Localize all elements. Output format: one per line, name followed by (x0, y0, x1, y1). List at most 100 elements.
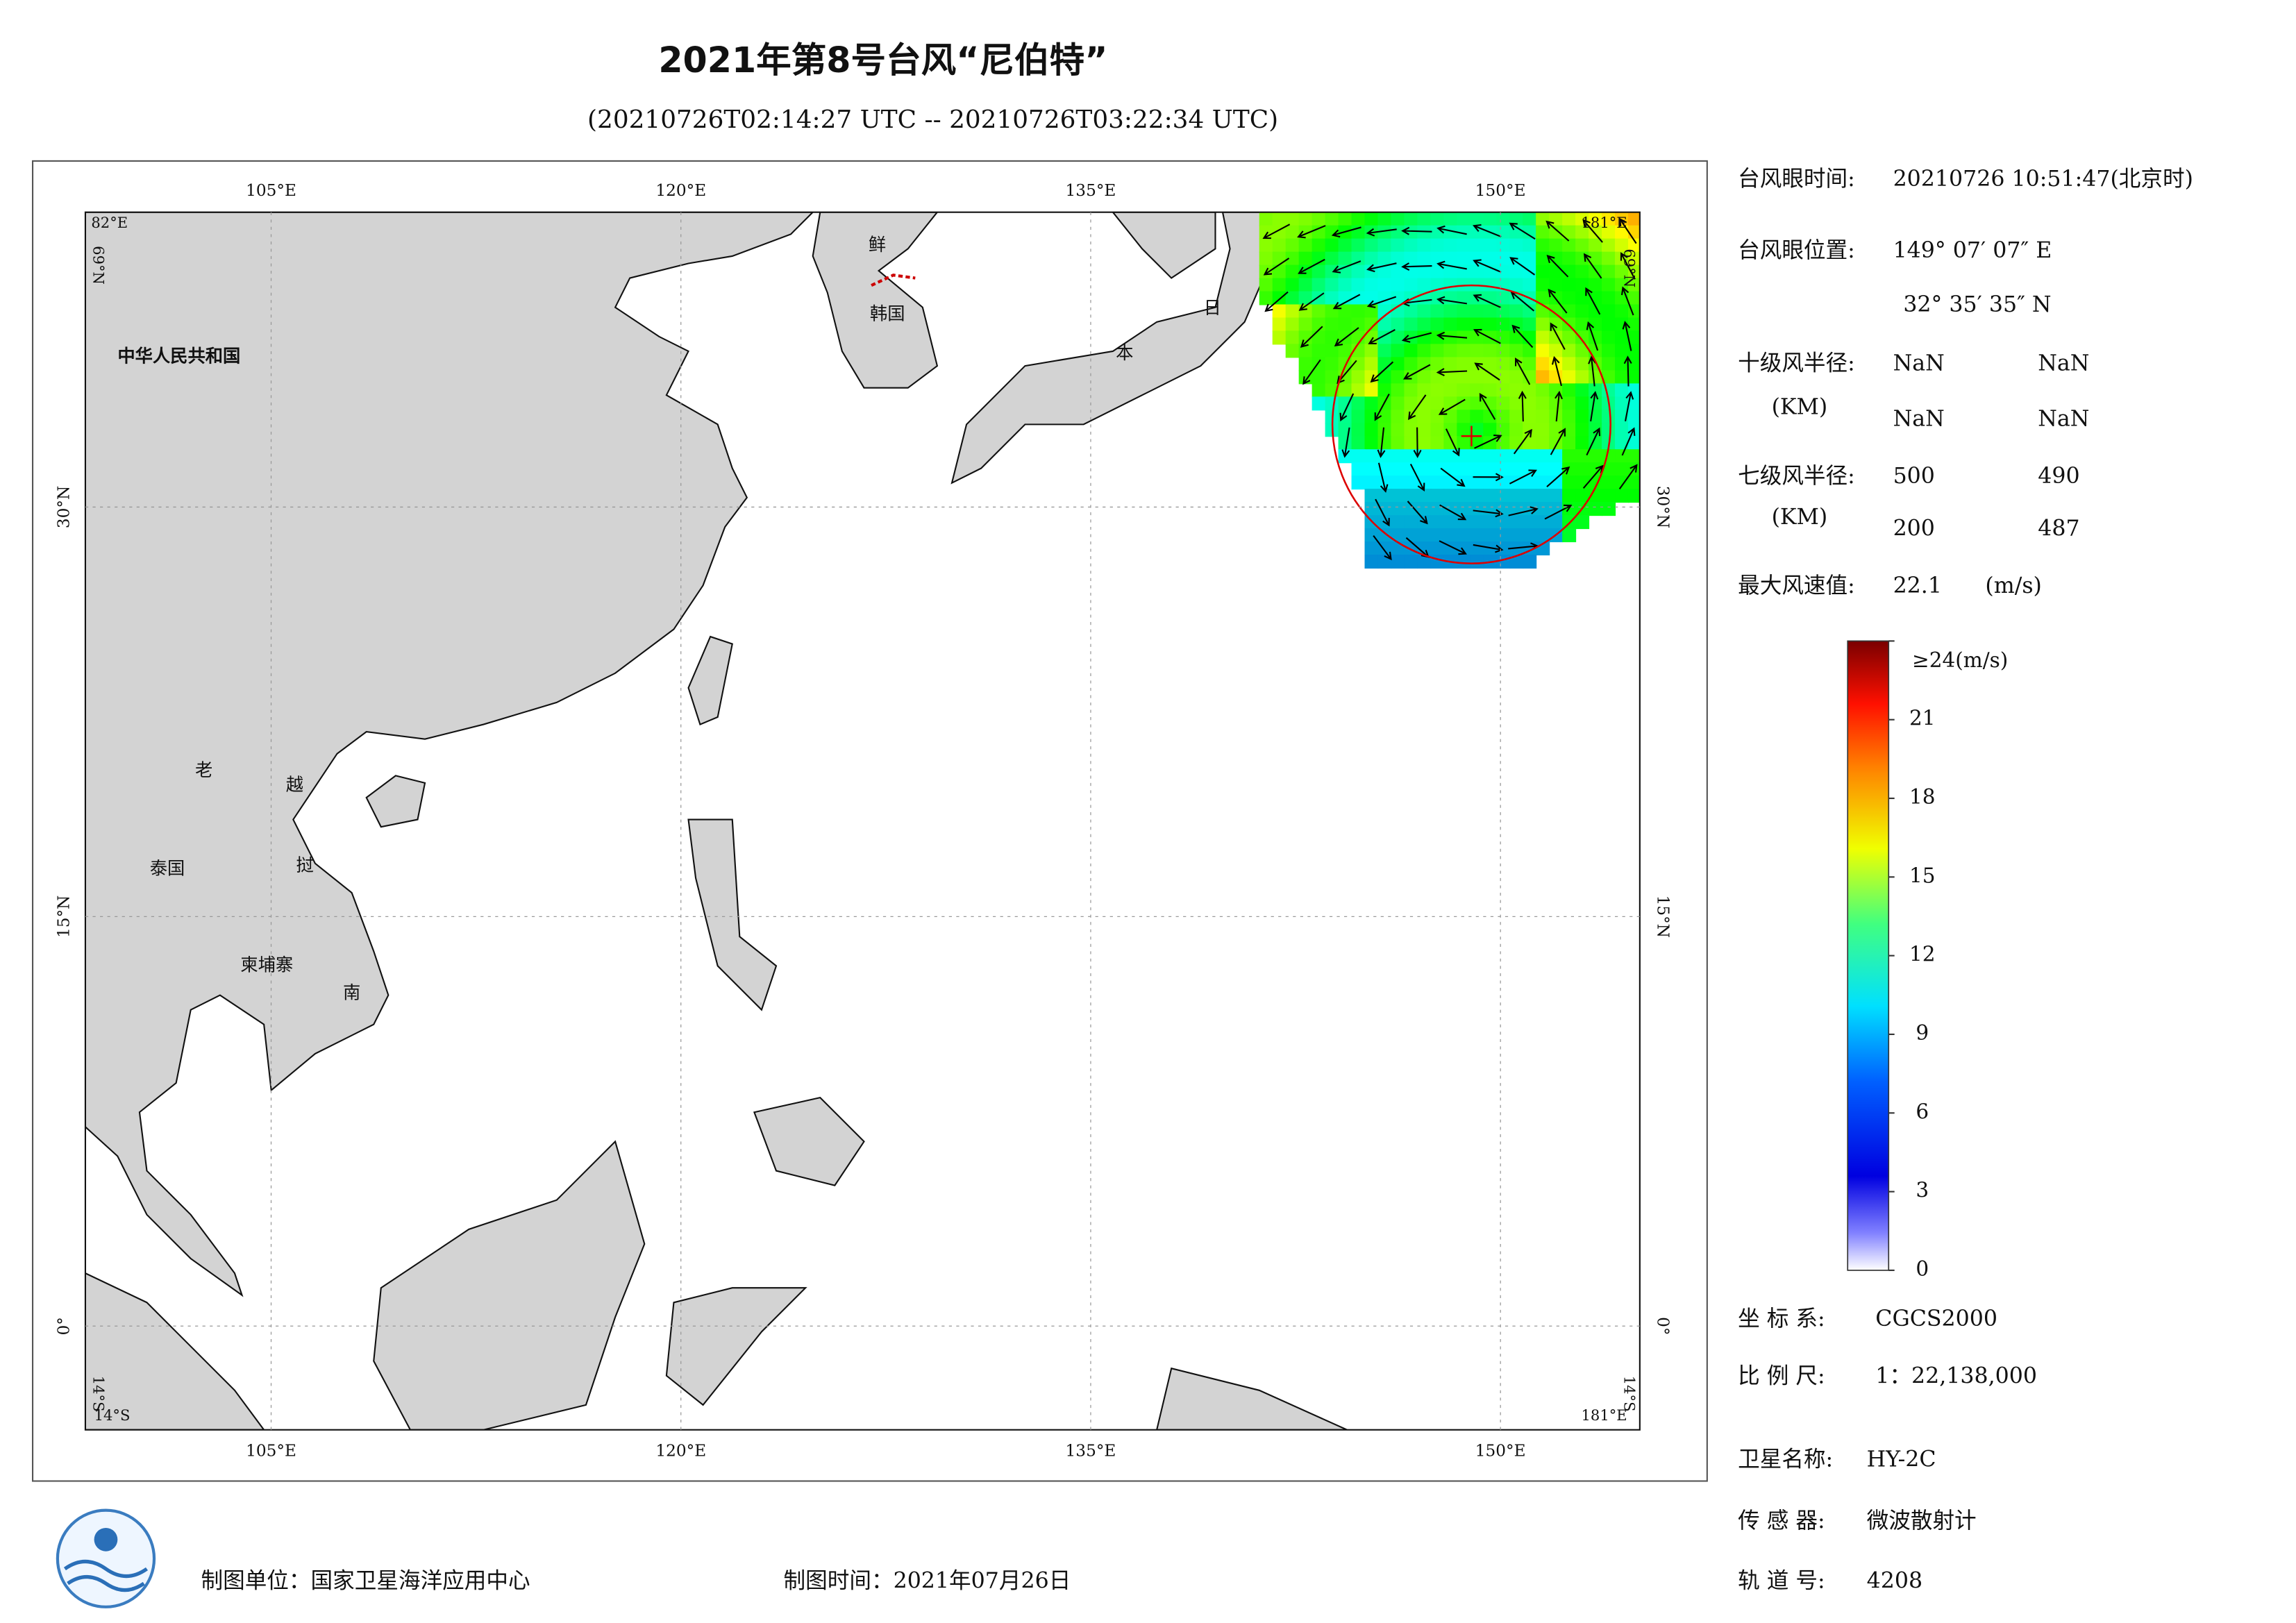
wind-cell (1483, 344, 1498, 358)
wind-cell (1298, 357, 1313, 371)
wind-cell (1430, 264, 1445, 279)
y-tick-label: 0° (1653, 1317, 1672, 1335)
wind-cell (1443, 291, 1458, 305)
land-korea (812, 212, 939, 389)
wind-cell (1536, 304, 1550, 319)
wind-cell (1443, 515, 1458, 530)
footer-time: 制图时间：2021年07月26日 (784, 1568, 1071, 1593)
wind-arrow (1551, 355, 1562, 387)
wind-arrow (1509, 469, 1537, 485)
wind-cell (1272, 251, 1287, 266)
wind-arrow (1582, 219, 1603, 243)
wind-cell (1443, 528, 1458, 543)
wind-cell (1602, 476, 1616, 490)
panel-value: NaN (1893, 407, 1945, 432)
wind-cell (1417, 264, 1432, 279)
map-axes: 105°E 105°E 120°E 120°E 135°E 135°E 150°E 150°E… (54, 181, 1672, 1460)
wind-cell (1509, 264, 1524, 279)
wind-arrow (1622, 321, 1632, 351)
panel-value: NaN (2038, 407, 2089, 432)
wind-cell (1562, 423, 1577, 437)
wind-cell (1509, 423, 1524, 437)
wind-cell (1391, 489, 1405, 503)
wind-cell (1351, 278, 1366, 292)
wind-cell (1338, 238, 1352, 253)
wind-cell (1470, 317, 1484, 332)
wind-cell (1285, 264, 1300, 279)
place-label: 柬埔寨 (240, 955, 293, 975)
wind-arrow (1332, 260, 1361, 274)
panel-value: NaN (1893, 351, 1945, 376)
wind-cell (1285, 238, 1300, 253)
wind-cell (1351, 238, 1366, 253)
wind-cell (1470, 370, 1484, 385)
wind-cell (1391, 212, 1405, 226)
wind-cell (1627, 476, 1640, 490)
wind-cell (1312, 330, 1326, 345)
wind-cell (1589, 370, 1603, 385)
wind-cell (1602, 423, 1616, 437)
wind-cell (1562, 330, 1577, 345)
wind-cell (1298, 278, 1313, 292)
wind-arrow (1264, 291, 1289, 312)
wind-cell (1562, 370, 1577, 385)
wind-cell (1589, 423, 1603, 437)
wind-cell (1364, 251, 1379, 266)
wind-cell (1602, 383, 1616, 398)
wind-cell (1562, 238, 1577, 253)
x-tick-label: 105°E (246, 181, 296, 200)
land-china (85, 212, 814, 1297)
x-tick-label: 150°E (1475, 1441, 1526, 1460)
wind-cell (1627, 291, 1640, 305)
wind-cell (1443, 278, 1458, 292)
wind-arrow (1473, 544, 1504, 553)
place-label: 挝 (296, 855, 314, 875)
wind-cell (1523, 344, 1537, 358)
wind-cell (1391, 278, 1405, 292)
wind-cell (1549, 251, 1564, 266)
wind-cell (1536, 502, 1550, 516)
wind-arrow (1474, 362, 1500, 381)
wind-cell (1549, 515, 1564, 530)
wind-cell (1338, 396, 1352, 411)
wind-cell (1443, 225, 1458, 239)
wind-cell (1430, 462, 1445, 477)
wind-cell (1417, 555, 1432, 569)
wind-cell (1523, 278, 1537, 292)
wind-cell (1377, 436, 1392, 451)
wind-cell (1496, 317, 1511, 332)
land-sulawesi (665, 1287, 807, 1406)
wind-cell (1351, 317, 1366, 332)
wind-cell (1404, 515, 1418, 530)
wind-cell (1549, 344, 1564, 358)
wind-cell (1443, 370, 1458, 385)
map-border (84, 211, 1641, 1431)
wind-cell (1509, 370, 1524, 385)
wind-cell (1589, 462, 1603, 477)
wind-arrow (1331, 226, 1361, 238)
wind-cell (1351, 476, 1366, 490)
place-label: 泰国 (150, 858, 185, 878)
wind-arrow (1341, 427, 1350, 458)
wind-cell (1443, 396, 1458, 411)
wind-cell (1404, 436, 1418, 451)
title: 2021年第8号台风“尼伯特” (658, 40, 1107, 81)
wind-cell (1589, 436, 1603, 451)
wind-cell (1509, 555, 1524, 569)
wind-cell (1536, 410, 1550, 424)
wind-cell (1364, 436, 1379, 451)
wind-cell (1562, 383, 1577, 398)
wind-cell (1602, 278, 1616, 292)
land-mindanao (753, 1096, 865, 1186)
wind-arrow (1548, 288, 1568, 314)
land-japan (950, 212, 1275, 485)
wind-cell (1496, 462, 1511, 477)
wind-cell (1536, 449, 1550, 464)
wind-cell (1575, 370, 1590, 385)
wind-cell (1404, 476, 1418, 490)
wind-arrow (1618, 464, 1638, 489)
wind-cell (1523, 212, 1537, 226)
wind-cell (1259, 278, 1273, 292)
wind-arrow (1546, 466, 1570, 488)
wind-cell (1562, 462, 1577, 477)
